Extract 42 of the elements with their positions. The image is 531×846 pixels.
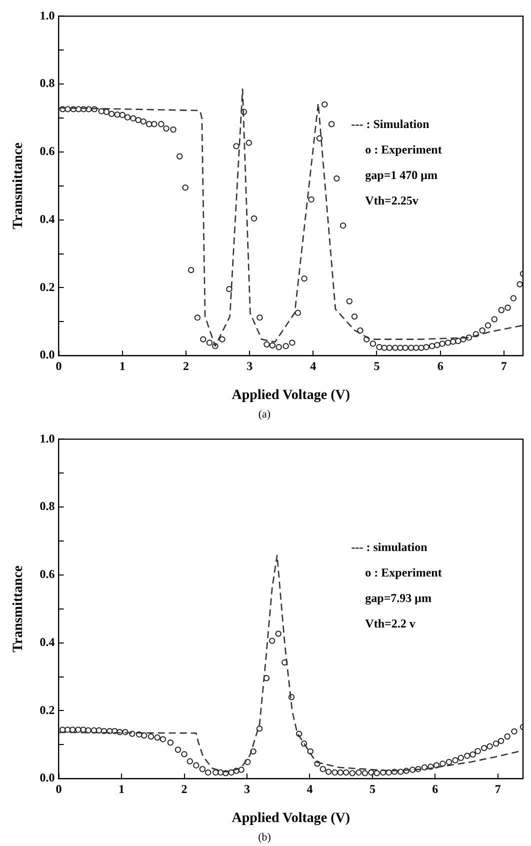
y-tick-label: 0.2 [40,702,55,717]
x-tick-label: 5 [369,782,376,796]
annotation: gap=1 470 μm [365,168,438,182]
x-tick-label: 6 [437,358,444,373]
y-tick-label: 0.6 [40,144,55,158]
annotation: --- : Simulation [351,116,430,131]
annotation: o : Experiment [365,142,442,156]
text: (b) [258,831,272,844]
y-axis-title: Transmittance [11,565,26,652]
x-tick-label: 5 [374,358,380,373]
annotation: --- : simulation [351,540,428,554]
x-tick-label: 4 [310,358,316,373]
x-tick-label: 7 [500,358,507,373]
annotation: Vth=2.2 v [365,616,416,630]
annotation: o : Experiment [365,565,442,580]
y-tick-label: 0.8 [40,76,55,90]
y-tick-label: 0.0 [40,348,55,362]
x-tick-label: 2 [182,358,189,373]
x-tick-label: 1 [118,782,125,796]
y-axis-title: Transmittance [11,142,26,230]
x-tick-label: 3 [244,782,250,796]
x-tick-label: 0 [56,782,62,796]
x-axis-title: Applied Voltage (V) [232,811,350,826]
annotation: Vth=2.25v [365,193,418,208]
x-tick-label: 7 [494,782,501,796]
y-tick-label: 0.2 [40,280,55,294]
y-tick-label: 1.0 [40,8,55,22]
x-tick-label: 3 [246,358,253,373]
x-tick-label: 4 [306,782,313,796]
y-tick-label: 0.4 [40,634,55,649]
y-tick-label: 0.8 [40,499,55,514]
text: (a) [258,408,271,420]
y-tick-label: 1.0 [40,431,55,446]
x-tick-label: 1 [119,358,126,373]
x-tick-label: 2 [181,782,188,796]
x-tick-label: 0 [56,358,62,373]
y-tick-label: 0.4 [40,212,55,226]
y-tick-label: 0.6 [40,567,55,582]
x-tick-label: 6 [432,782,438,796]
y-tick-label: 0.0 [40,770,55,785]
x-axis-title: Applied Voltage (V) [232,388,350,404]
annotation: gap=7.93 μm [365,590,432,605]
